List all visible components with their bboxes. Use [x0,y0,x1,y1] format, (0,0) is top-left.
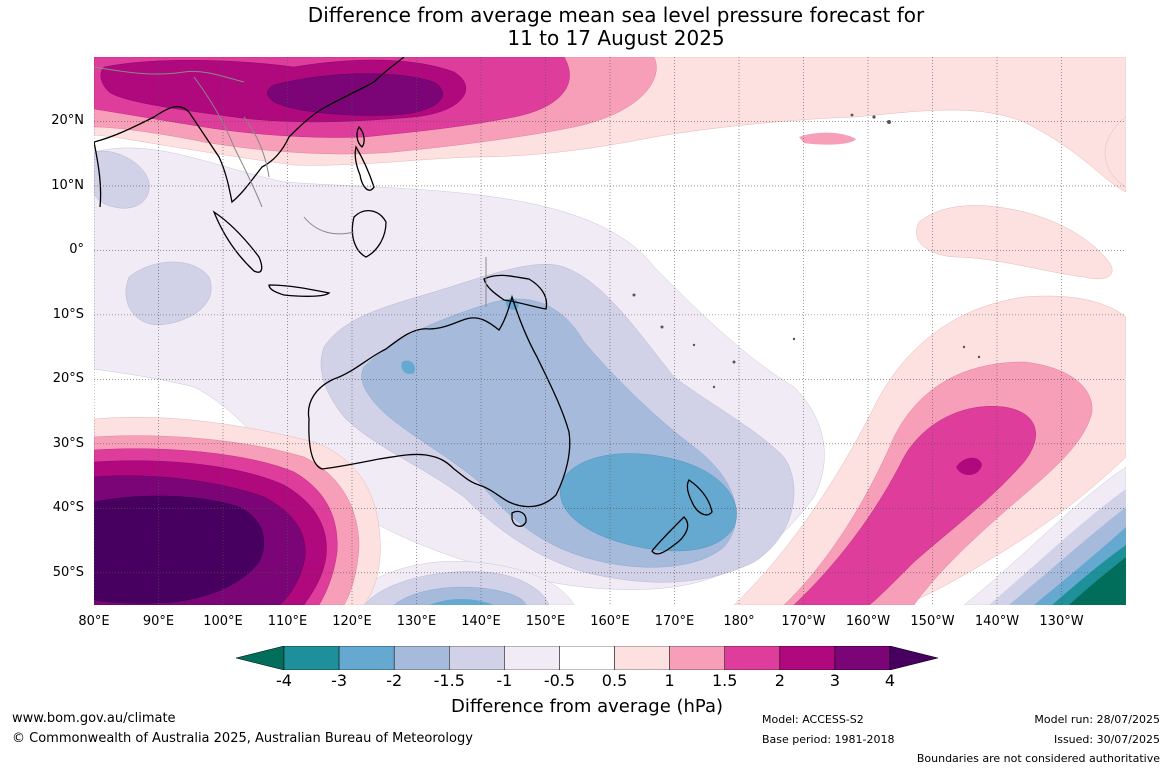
lat-label: 10°N [51,177,84,193]
australia-coast [307,294,571,508]
website-link[interactable]: www.bom.gov.au/climate [12,711,176,726]
contour-neg-2-tasman [560,453,737,552]
lon-label: 130°E [396,614,437,629]
lon-label: 160°E [590,614,630,629]
lon-label: 150°E [525,614,566,629]
contour-neg-1-indian [125,261,212,326]
colorbar-tick-label: -2 [386,671,403,690]
coastlines [94,57,713,555]
colorbar-tick-label: 1 [664,671,675,690]
new-guinea-coast [483,274,548,310]
lon-label: 170°W [781,614,826,629]
colorbar-tick-label: 1.5 [711,671,738,690]
colorbar-tick-label: -3 [331,671,348,690]
colorbar-box [724,646,781,670]
colorbar-tick-label: -1.5 [433,671,465,690]
model-run-text: Model run: 28/07/2025 [1034,713,1160,726]
lon-label: 140°E [461,614,501,629]
contour-pos-0.5-pacific [916,205,1113,280]
contour-neg-1-west [94,150,150,209]
contour-pos-1-hawaii [799,132,856,145]
colorbar-box [779,646,836,670]
lon-label: 120°E [332,614,372,629]
lat-label: 40°S [52,500,84,516]
contour-pos-0.5-east [1104,116,1126,188]
contour-pos-3-north [267,73,443,116]
lon-label: 110°E [267,614,308,629]
lon-label: 180° [723,614,755,629]
contour-neg-1.5-south [393,586,527,605]
lat-label: 20°N [51,113,84,129]
new-zealand-south [651,516,689,555]
india-coast [94,141,102,208]
colorbar-tick-label: -0.5 [543,671,576,690]
colorbar-box [834,646,891,670]
lon-label: 80°E [78,614,110,629]
colorbar-box [669,646,725,670]
map-title: Difference from average mean sea level p… [0,4,1173,50]
colorbar-box [393,646,450,670]
pressure-anomaly-map [94,57,1126,605]
model-text: Model: ACCESS-S2 [762,713,864,726]
contour-pos-2-southeast [956,457,982,476]
borneo-coast [351,210,387,258]
lat-label: 20°S [52,371,84,387]
colorbar-box [338,646,395,670]
colorbar-tick-label: 0.5 [601,671,628,690]
colorbar-box [449,646,505,670]
asia-coast [94,57,405,204]
colorbar-tick-label: 3 [829,671,840,690]
title-line-2: 11 to 17 August 2025 [507,26,725,50]
colorbar-extend-low [236,646,285,670]
colorbar [236,646,938,670]
lon-label: 140°W [974,614,1020,629]
colorbar-title: Difference from average (hPa) [450,696,724,717]
colorbar-box [504,646,560,670]
lat-label: 50°S [52,564,84,580]
contour-neg-2-kimberley [401,360,416,375]
colorbar-box [614,646,670,670]
lon-label: 170°E [654,614,695,629]
base-period-text: Base period: 1981-2018 [762,733,895,746]
philippines-coast [354,145,375,191]
lon-label: 100°E [203,614,243,629]
country-borders [94,66,487,307]
new-zealand-north [686,479,713,516]
colorbar-tick-label: 2 [774,671,785,690]
lon-label: 130°W [1039,614,1084,629]
lon-label: 150°W [910,614,955,629]
graticule [94,57,1126,605]
sumatra-coast [212,210,263,273]
colorbar-tick-label: -1 [496,671,513,690]
colorbar-tick-label: -4 [276,671,292,690]
contour-neg-4-southeast [1069,557,1126,605]
pacific-islands [632,113,981,389]
tasmania-coast [511,510,527,527]
colorbar-box [283,646,340,670]
contour-pos-4-southwest [94,495,265,604]
disclaimer-text: Boundaries are not considered authoritat… [916,752,1160,765]
java-coast [268,284,331,297]
map-canvas [94,57,1126,605]
colorbar-tick-label: 4 [884,671,896,690]
taiwan-coast [356,125,365,148]
colorbar-extend-high [889,646,938,670]
lon-label: 90°E [142,614,175,629]
contour-pos-1.5-southeast [793,406,1036,605]
contour-neg-2-south [429,599,494,605]
colorbar-box [559,646,615,670]
lat-label: 0° [69,242,84,258]
lat-label: 10°S [52,306,84,322]
lat-label: 30°S [52,435,84,451]
lon-label: 160°W [845,614,891,629]
issued-text: Issued: 30/07/2025 [1053,733,1160,746]
copyright-text: © Commonwealth of Australia 2025, Austra… [12,731,473,746]
title-line-1: Difference from average mean sea level p… [307,3,925,27]
